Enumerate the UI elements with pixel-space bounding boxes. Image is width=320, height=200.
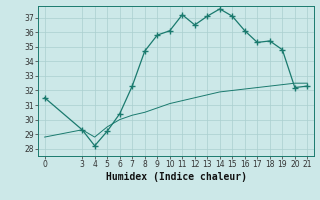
- X-axis label: Humidex (Indice chaleur): Humidex (Indice chaleur): [106, 172, 246, 182]
